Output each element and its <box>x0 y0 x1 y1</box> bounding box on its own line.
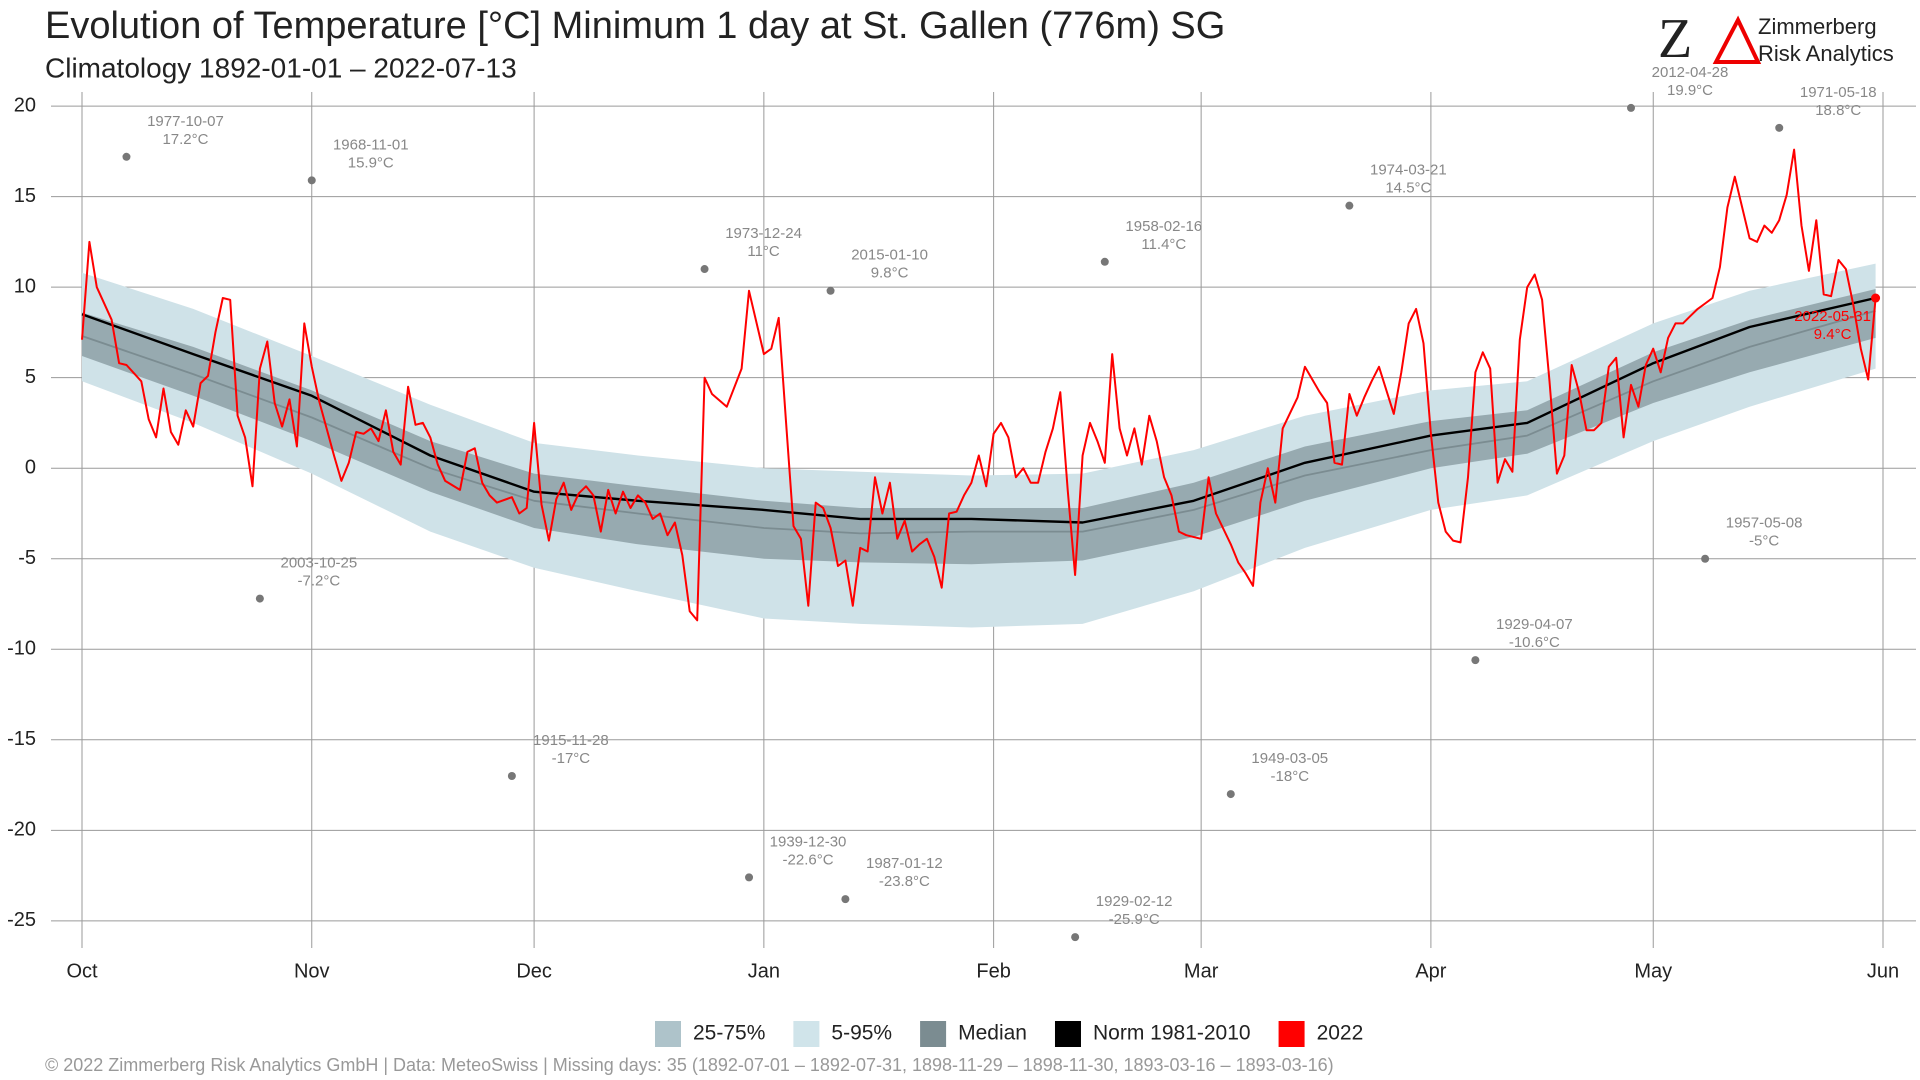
legend-swatch <box>655 1021 681 1047</box>
x-tick-label: Nov <box>294 960 330 982</box>
record-value: -23.8°C <box>879 873 930 890</box>
record-point <box>1226 790 1235 799</box>
y-tick-label: -10 <box>7 638 36 660</box>
legend-label: Median <box>958 1022 1027 1045</box>
record-date: 2003-10-25 <box>281 555 358 572</box>
band <box>82 263 1876 628</box>
x-tick-label: Jun <box>1867 960 1899 982</box>
record-point <box>1701 554 1710 563</box>
y-tick-label: 0 <box>25 456 36 478</box>
y-tick-label: -20 <box>7 819 36 841</box>
record-date: 1973-12-24 <box>725 225 802 242</box>
y-tick-label: -25 <box>7 909 36 931</box>
record-date: 1958-02-16 <box>1125 218 1202 235</box>
x-tick-label: Oct <box>66 960 98 982</box>
last-date: 2022-05-31 <box>1794 308 1871 325</box>
line <box>81 309 1876 535</box>
record-point <box>1345 201 1354 210</box>
record-point <box>1471 656 1480 665</box>
record-value: 19.9°C <box>1667 82 1713 99</box>
record-date: 2012-04-28 <box>1652 64 1729 81</box>
plot <box>81 148 1877 628</box>
record-date: 1968-11-01 <box>333 136 409 153</box>
record-point <box>1071 933 1080 942</box>
y-tick-label: -15 <box>7 728 36 750</box>
record-point <box>1775 123 1784 132</box>
record-point <box>122 152 131 161</box>
record-point <box>307 176 316 185</box>
record-point <box>1100 257 1109 266</box>
record-point <box>700 265 709 274</box>
y-tick-label: 5 <box>25 366 36 388</box>
record-value: -18°C <box>1271 768 1310 785</box>
record-date: 1987-01-12 <box>866 855 943 872</box>
record-value: 17.2°C <box>162 131 208 148</box>
chart-subtitle: Climatology 1892-01-01 – 2022-07-13 <box>45 52 517 83</box>
legend-swatch <box>793 1021 820 1047</box>
x-tick-label: Jan <box>748 960 780 982</box>
record-date: 1971-05-18 <box>1800 84 1877 101</box>
record-date: 2015-01-10 <box>851 247 928 264</box>
legend-label: Norm 1981-2010 <box>1093 1022 1251 1045</box>
record-point <box>826 286 835 295</box>
chart-title: Evolution of Temperature [°C] Minimum 1 … <box>45 5 1225 47</box>
record-value: -10.6°C <box>1509 634 1560 651</box>
x-tick-label: Feb <box>976 960 1010 982</box>
legend-label: 25-75% <box>693 1022 765 1045</box>
record-date: 1929-02-12 <box>1096 893 1173 910</box>
line <box>81 148 1877 622</box>
logo-line: Risk Analytics <box>1758 41 1894 66</box>
record-value: -25.9°C <box>1109 911 1160 928</box>
y-tick-label: 15 <box>14 185 36 207</box>
last-value: 9.4°C <box>1814 326 1852 343</box>
record-date: 1929-04-07 <box>1496 616 1573 633</box>
band <box>82 289 1876 565</box>
last-point <box>1871 293 1881 303</box>
record-point <box>507 772 516 780</box>
record-value: 14.5°C <box>1385 180 1431 197</box>
record-value: 11.4°C <box>1141 236 1186 253</box>
x-tick-label: May <box>1634 960 1672 982</box>
legend-label: 5-95% <box>831 1022 892 1045</box>
x-tick-label: Mar <box>1184 960 1219 982</box>
record-date: 1957-05-08 <box>1726 515 1803 532</box>
record-value: 9.8°C <box>871 265 909 282</box>
record-value: -7.2°C <box>298 573 341 590</box>
record-value: -17°C <box>552 750 591 767</box>
record-point <box>841 895 850 904</box>
record-value: 11°C <box>747 243 780 260</box>
y-tick-label: 10 <box>14 275 36 297</box>
record-value: -22.6°C <box>783 851 834 868</box>
y-tick-label: 20 <box>14 94 36 116</box>
y-tick-label: -5 <box>18 547 36 569</box>
record-value: 18.8°C <box>1815 102 1861 119</box>
record-date: 1977-10-07 <box>147 113 224 130</box>
record-date: 1915-11-28 <box>533 732 609 749</box>
record-value: 15.9°C <box>348 154 394 171</box>
logo: Z Zimmerberg Risk Analytics <box>1658 8 1894 70</box>
record-value: -5°C <box>1749 533 1779 550</box>
logo-line: Zimmerberg <box>1758 14 1877 39</box>
logo-z: Z <box>1658 8 1692 70</box>
legend-swatch <box>920 1021 947 1047</box>
x-tick-label: Apr <box>1415 960 1446 982</box>
legend-swatch <box>1054 1021 1081 1047</box>
legend-swatch <box>1278 1021 1305 1047</box>
record-point <box>745 873 754 882</box>
record-date: 1974-03-21 <box>1370 162 1447 179</box>
record-date: 1949-03-05 <box>1251 750 1328 767</box>
legend-label: 2022 <box>1317 1022 1364 1045</box>
record-point <box>1627 103 1636 112</box>
logo-triangle <box>1712 15 1762 64</box>
record-date: 1939-12-30 <box>770 833 847 850</box>
footer: © 2022 Zimmerberg Risk Analytics GmbH | … <box>45 1055 1334 1075</box>
legend: 25-75% 5-95% Median Norm 1981-2010 2022 <box>655 1021 1363 1047</box>
x-tick-label: Dec <box>516 960 552 982</box>
record-point <box>255 594 264 603</box>
